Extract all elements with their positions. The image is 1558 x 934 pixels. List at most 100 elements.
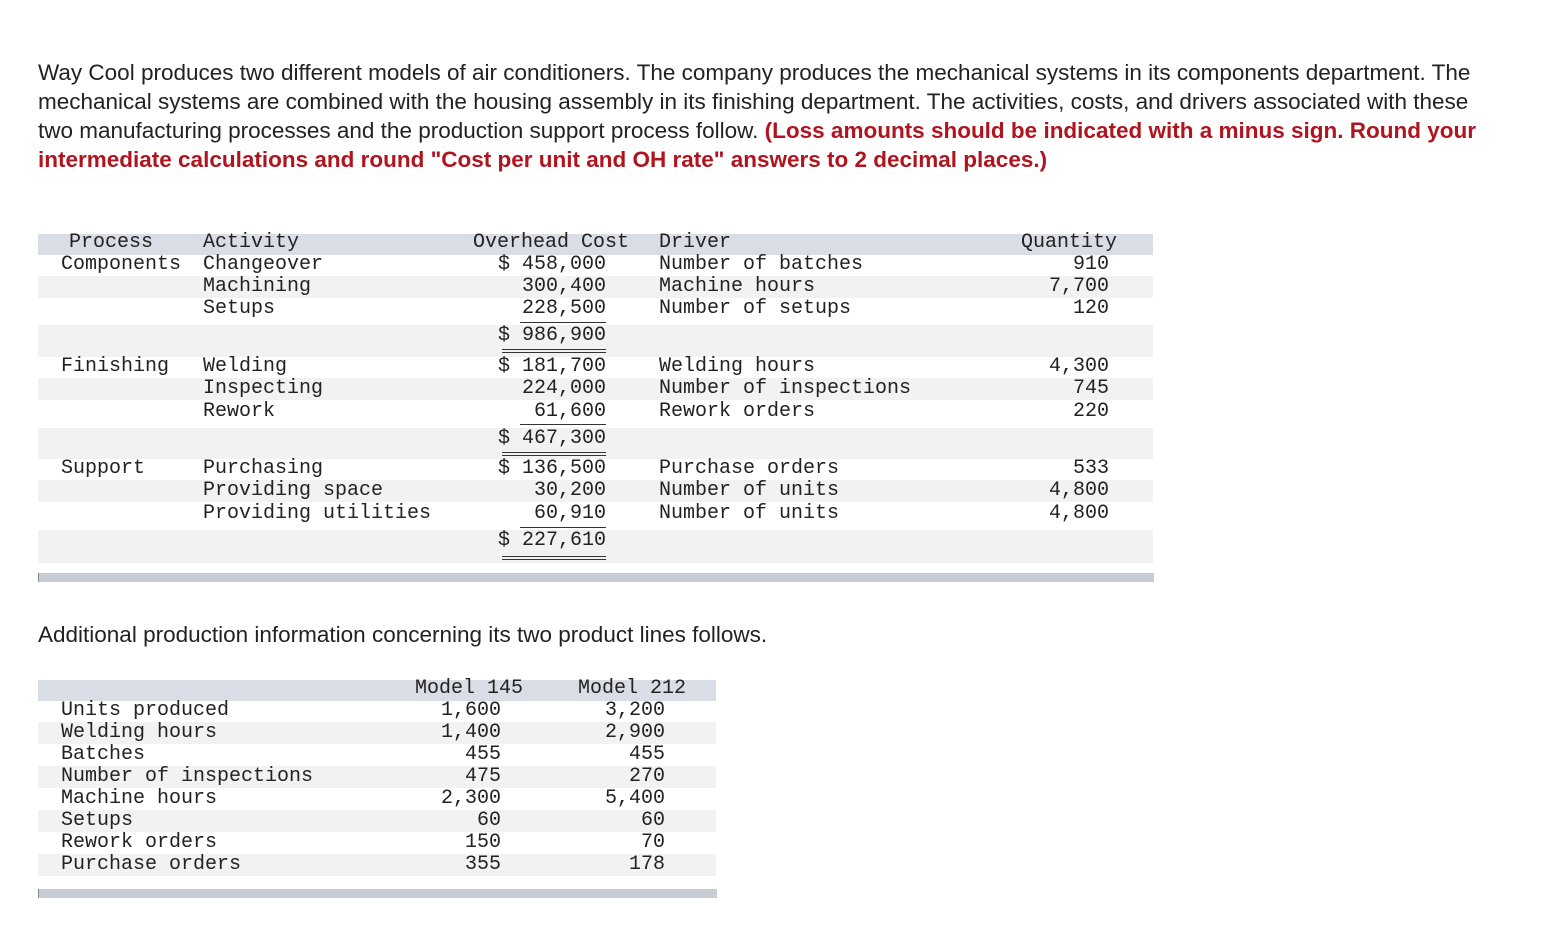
driver: Machine hours (659, 275, 816, 298)
double-underline (502, 352, 606, 353)
value: 60 (476, 809, 501, 832)
value: 3,200 (604, 699, 665, 722)
value: 455 (628, 743, 665, 766)
cost: $ 227,610 (497, 529, 606, 552)
row-band (38, 810, 716, 832)
driver: Number of inspections (659, 377, 912, 400)
column-header: Model 212 (578, 677, 687, 700)
row-band (38, 722, 716, 744)
driver: Welding hours (659, 355, 816, 378)
cost: $ 458,000 (497, 253, 606, 276)
row-band (38, 325, 1153, 357)
activity: Machining (203, 275, 312, 298)
process: Support (61, 457, 146, 480)
row-label: Welding hours (61, 721, 218, 744)
double-underline (502, 556, 606, 557)
table-footer (38, 889, 717, 898)
row-band (38, 428, 1153, 459)
cost: 228,500 (521, 297, 606, 320)
driver: Number of setups (659, 297, 852, 320)
row-band (38, 276, 1153, 298)
value: 2,300 (440, 787, 501, 810)
header-band (38, 234, 1153, 255)
header-band (38, 680, 716, 701)
cost: $ 136,500 (497, 457, 606, 480)
row-label: Purchase orders (61, 853, 242, 876)
row-band (38, 766, 716, 788)
driver: Rework orders (659, 400, 816, 423)
value: 178 (628, 853, 665, 876)
cost: 30,200 (533, 479, 606, 502)
value: 270 (628, 765, 665, 788)
quantity: 4,300 (1048, 355, 1109, 378)
cost: $ 181,700 (497, 355, 606, 378)
process: Finishing (61, 355, 170, 378)
quantity: 120 (1072, 297, 1109, 320)
cost: 300,400 (521, 275, 606, 298)
row-label: Rework orders (61, 831, 218, 854)
activity: Changeover (203, 253, 324, 276)
value: 70 (640, 831, 665, 854)
cost: 60,910 (533, 502, 606, 525)
double-underline (502, 349, 606, 350)
row-band (38, 530, 1153, 563)
activity: Setups (203, 297, 276, 320)
cost: 224,000 (521, 377, 606, 400)
row-label: Number of inspections (61, 765, 314, 788)
cost: $ 986,900 (497, 324, 606, 347)
activity: Purchasing (203, 457, 324, 480)
row-band (38, 378, 1153, 400)
underline (520, 322, 606, 323)
activity: Rework (203, 400, 276, 423)
value: 60 (640, 809, 665, 832)
column-header: Driver (659, 231, 732, 254)
driver: Purchase orders (659, 457, 840, 480)
double-underline (502, 452, 606, 453)
cost: $ 467,300 (497, 427, 606, 450)
activity: Welding (203, 355, 288, 378)
row-band (38, 480, 1153, 502)
quantity: 533 (1072, 457, 1109, 480)
quantity: 4,800 (1048, 479, 1109, 502)
value: 1,600 (440, 699, 501, 722)
instruction: (Loss amounts should be indicated with a… (38, 118, 1476, 172)
value: 1,400 (440, 721, 501, 744)
intro: Way Cool produces two different models o… (38, 58, 1498, 174)
activity: Providing utilities (203, 502, 432, 525)
value: 2,900 (604, 721, 665, 744)
paragraph: Additional production information concer… (38, 622, 768, 647)
value: 5,400 (604, 787, 665, 810)
process: Components (61, 253, 182, 276)
column-header: Model 145 (415, 677, 524, 700)
activity: Inspecting (203, 377, 324, 400)
quantity: 220 (1072, 400, 1109, 423)
table-footer (38, 573, 1154, 582)
column-header: Quantity (1021, 231, 1118, 254)
row-label: Batches (61, 743, 146, 766)
underline (520, 424, 606, 425)
value: 475 (464, 765, 501, 788)
activity: Providing space (203, 479, 384, 502)
column-header: Overhead Cost (473, 231, 630, 254)
quantity: 7,700 (1048, 275, 1109, 298)
value: 455 (464, 743, 501, 766)
value: 355 (464, 853, 501, 876)
row-band (38, 854, 716, 876)
driver: Number of units (659, 502, 840, 525)
intro-text: Way Cool produces two different models o… (38, 60, 1471, 143)
value: 150 (464, 831, 501, 854)
column-header: Activity (203, 231, 300, 254)
double-underline (502, 559, 606, 560)
row-label: Setups (61, 809, 134, 832)
quantity: 4,800 (1048, 502, 1109, 525)
double-underline (502, 455, 606, 456)
quantity: 910 (1072, 253, 1109, 276)
underline (520, 527, 606, 528)
row-label: Machine hours (61, 787, 218, 810)
row-label: Units produced (61, 699, 230, 722)
driver: Number of units (659, 479, 840, 502)
cost: 61,600 (533, 400, 606, 423)
driver: Number of batches (659, 253, 864, 276)
quantity: 745 (1072, 377, 1109, 400)
